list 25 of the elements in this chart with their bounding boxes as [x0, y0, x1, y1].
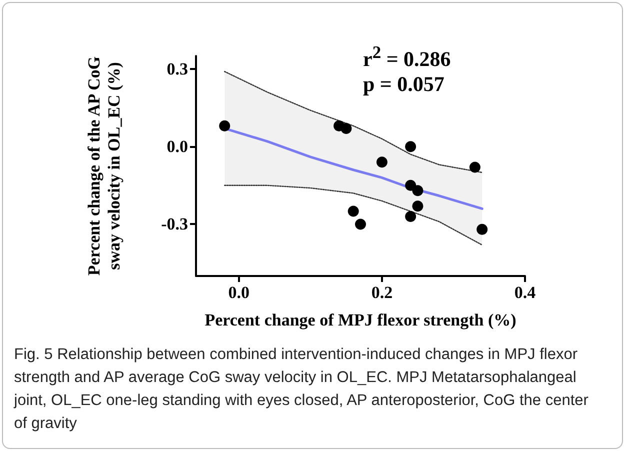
x-tick-label: 0.2 [371, 283, 393, 302]
y-tick-label: 0.3 [166, 59, 188, 78]
x-tick-label: 0.0 [228, 283, 250, 302]
annotation: p = 0.057 [363, 72, 446, 97]
point [376, 156, 388, 168]
point [469, 162, 480, 173]
point [405, 141, 416, 152]
y-axis-title: Percent change of the AP CoG sway velocity in OL_EC (%) [84, 56, 124, 276]
line-series [224, 70, 483, 174]
x-tick-label: 0.4 [514, 283, 536, 302]
y-tick-label: 0.0 [166, 137, 188, 156]
point [348, 206, 359, 217]
caption: Fig. 5 Relationship between combined intervention-induced changes in MPJ flexor strength and AP average CoG sway velocity in OL_EC. MPJ Metatarsophalangeal joint, OL_EC one-leg standing with eyes closed, AP anteroposterior, CoG the center of gravity [14, 345, 590, 434]
line-series [224, 184, 483, 246]
point [476, 224, 488, 235]
x-axis-title: Percent change of MPJ flexor strength (%) [204, 310, 516, 330]
point [340, 122, 352, 134]
annotation: r$^{2}$ = 0.286 [363, 41, 451, 72]
y-tick-label: -0.3 [161, 214, 188, 234]
point [355, 218, 366, 230]
point [412, 200, 424, 212]
point [412, 185, 424, 196]
point [219, 120, 230, 132]
point [405, 180, 416, 191]
point [405, 210, 416, 222]
